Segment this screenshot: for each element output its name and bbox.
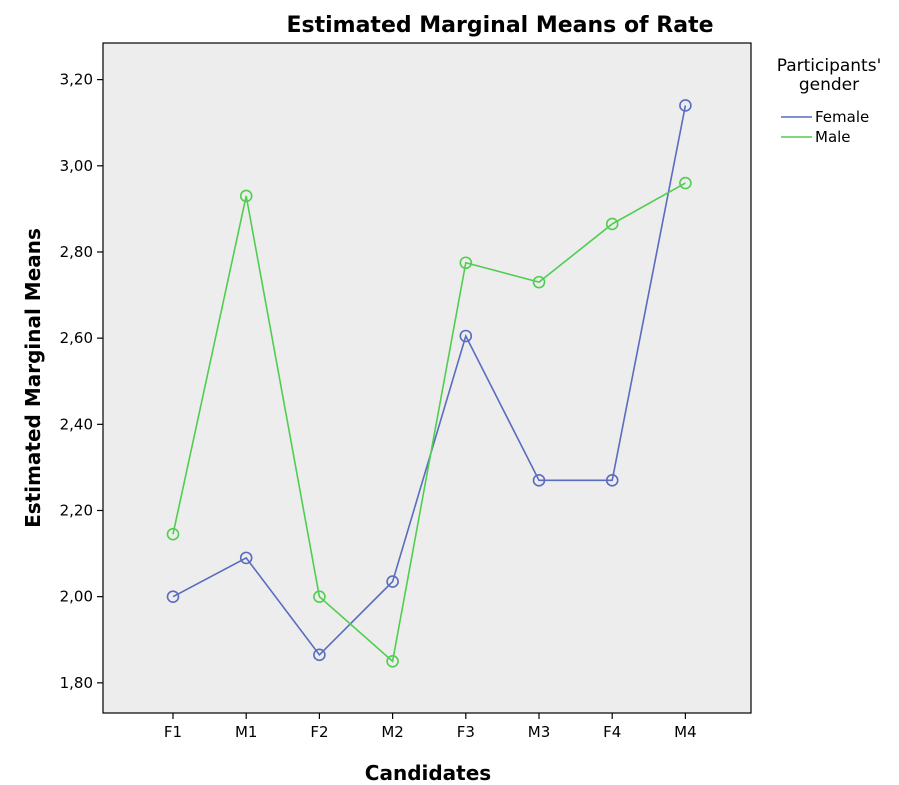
- y-tick-label: 3,20: [60, 71, 93, 89]
- y-axis: 1,80 2,00 2,20 2,40 2,60 2,80 3,00 3,20: [60, 71, 103, 692]
- y-tick-label: 2,20: [60, 501, 93, 519]
- series-line-male: [172, 182, 686, 663]
- data-point-female: [386, 575, 399, 588]
- legend-label-female: Female: [815, 108, 869, 126]
- x-tick-label: F4: [603, 723, 621, 741]
- x-tick-label: M4: [674, 723, 697, 741]
- legend-label-male: Male: [815, 128, 851, 146]
- data-point-male: [459, 256, 473, 270]
- x-tick-label: F3: [457, 723, 475, 741]
- data-point-female: [166, 590, 180, 603]
- data-point-male: [605, 217, 619, 231]
- data-point-male: [313, 590, 326, 603]
- x-tick-label: M2: [381, 723, 404, 741]
- data-point-male: [166, 527, 180, 541]
- x-tick-label: F1: [164, 723, 182, 741]
- data-point-female: [459, 329, 473, 343]
- y-tick-label: 2,60: [60, 329, 93, 347]
- x-axis-label: Candidates: [365, 761, 491, 785]
- data-point-female: [605, 474, 619, 487]
- y-tick-label: 3,00: [60, 157, 93, 175]
- data-point-male: [386, 654, 399, 668]
- legend-title-line1: Participants': [777, 56, 882, 76]
- data-point-male: [532, 275, 546, 289]
- y-tick-label: 2,80: [60, 243, 93, 261]
- series-layer: [166, 99, 692, 668]
- y-tick-label: 2,00: [60, 588, 93, 606]
- data-point-male: [239, 189, 253, 203]
- x-tick-label: M3: [528, 723, 551, 741]
- chart-title: Estimated Marginal Means of Rate: [286, 13, 713, 38]
- y-tick-label: 2,40: [60, 415, 93, 433]
- y-tick-label: 1,80: [60, 674, 93, 692]
- y-axis-label: Estimated Marginal Means: [21, 228, 45, 528]
- data-point-male: [679, 176, 692, 190]
- legend: Participants' gender Female Male: [777, 56, 882, 146]
- plot-area: [102, 42, 752, 714]
- data-point-female: [313, 648, 326, 662]
- x-tick-label: F2: [310, 723, 328, 741]
- data-point-female: [532, 474, 546, 487]
- data-point-female: [239, 551, 253, 565]
- x-tick-label: M1: [235, 723, 258, 741]
- x-axis: F1 M1 F2 M2 F3 M3 F4 M4: [164, 713, 697, 741]
- data-point-female: [679, 99, 692, 112]
- legend-title-line2: gender: [799, 75, 859, 95]
